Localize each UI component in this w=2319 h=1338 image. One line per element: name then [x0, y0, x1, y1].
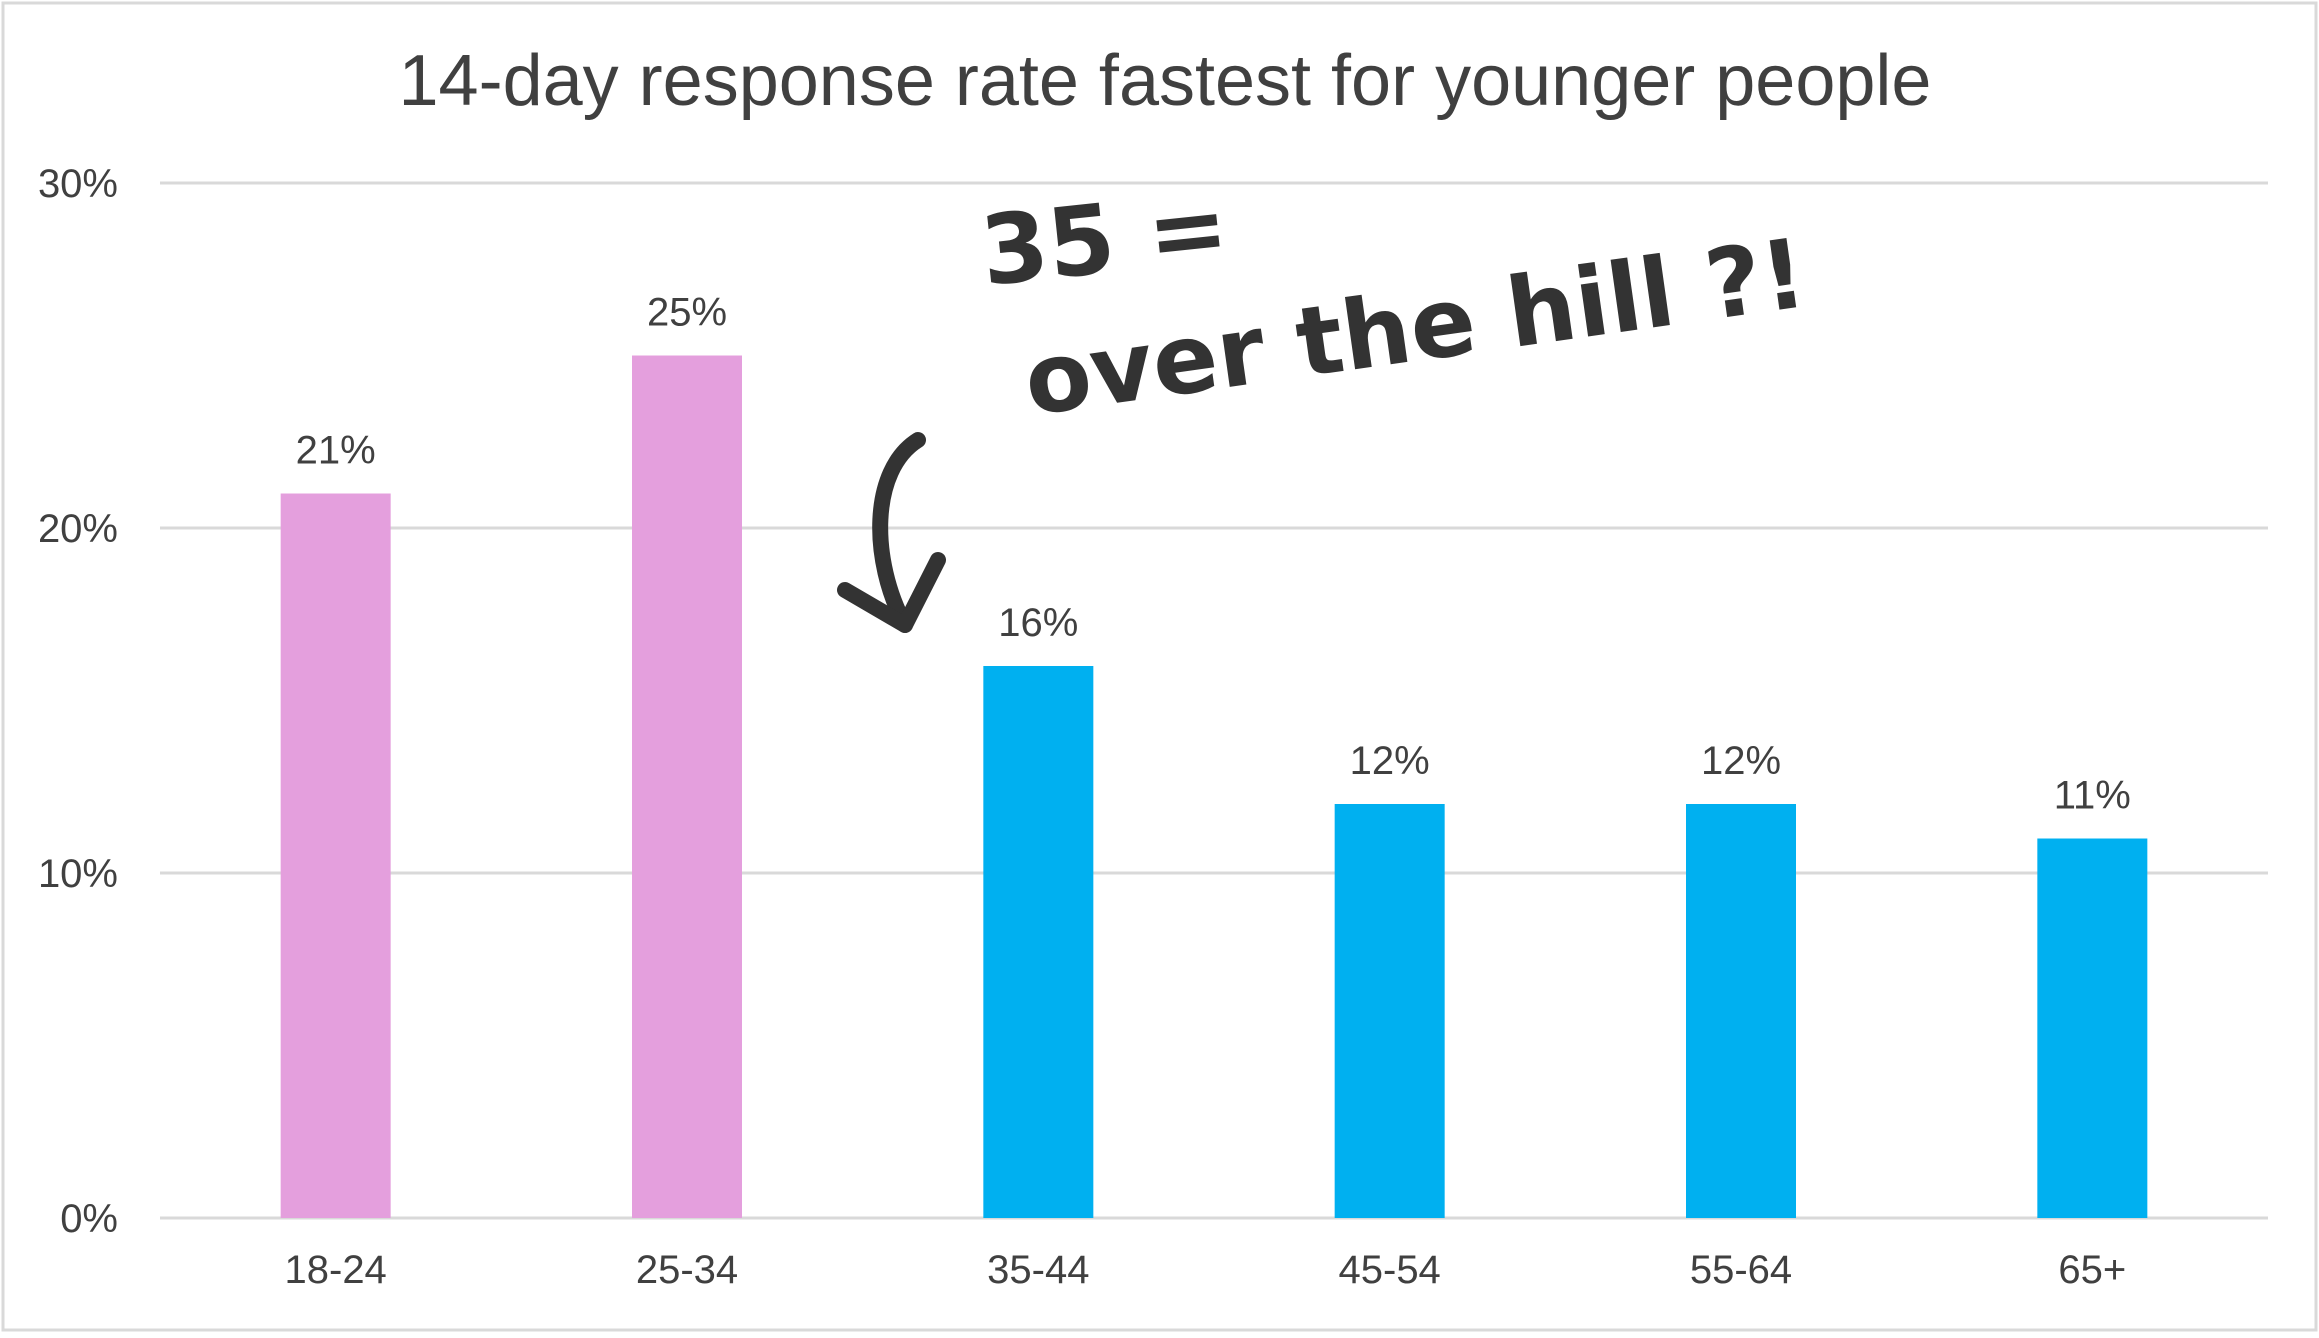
annotation-line-1: 35 = [976, 171, 1234, 308]
bar-45-54 [1334, 804, 1445, 1218]
y-tick-label: 0% [60, 1197, 118, 1241]
data-label-25-34: 25% [647, 291, 727, 335]
gridlines [160, 181, 2268, 1220]
data-label-18-24: 21% [296, 429, 376, 473]
bar-25-34 [632, 355, 742, 1218]
bar-18-24 [280, 493, 391, 1218]
x-tick-label-45-54: 45-54 [1339, 1248, 1441, 1292]
x-tick-label-55-64: 55-64 [1690, 1248, 1792, 1292]
data-labels: 21% 25% 16% 12% 12% 11% [296, 291, 2131, 818]
y-tick-label: 10% [38, 852, 118, 896]
x-tick-label-18-24: 18-24 [285, 1248, 387, 1292]
data-label-35-44: 16% [998, 601, 1078, 645]
bar-35-44 [983, 666, 1094, 1218]
data-label-45-54: 12% [1350, 739, 1430, 783]
x-tick-label-65+: 65+ [2058, 1248, 2126, 1292]
x-tick-label-35-44: 35-44 [987, 1248, 1089, 1292]
x-tick-label-25-34: 25-34 [636, 1248, 738, 1292]
data-label-55-64: 12% [1701, 739, 1781, 783]
bar-65+ [2037, 838, 2148, 1218]
y-tick-label: 20% [38, 507, 118, 551]
x-axis: 18-24 25-34 35-44 45-54 55-64 65+ [285, 1248, 2127, 1292]
chart-title: 14-day response rate fastest for younger… [399, 41, 1932, 121]
annotation-arrow-shaft [872, 432, 926, 633]
y-axis: 0% 10% 20% 30% [38, 162, 118, 1241]
annotation-arrow-head [837, 552, 946, 633]
bar-55-64 [1686, 804, 1796, 1218]
data-label-65+: 11% [2054, 774, 2131, 818]
bars [280, 355, 2148, 1218]
y-tick-label: 30% [38, 162, 118, 206]
